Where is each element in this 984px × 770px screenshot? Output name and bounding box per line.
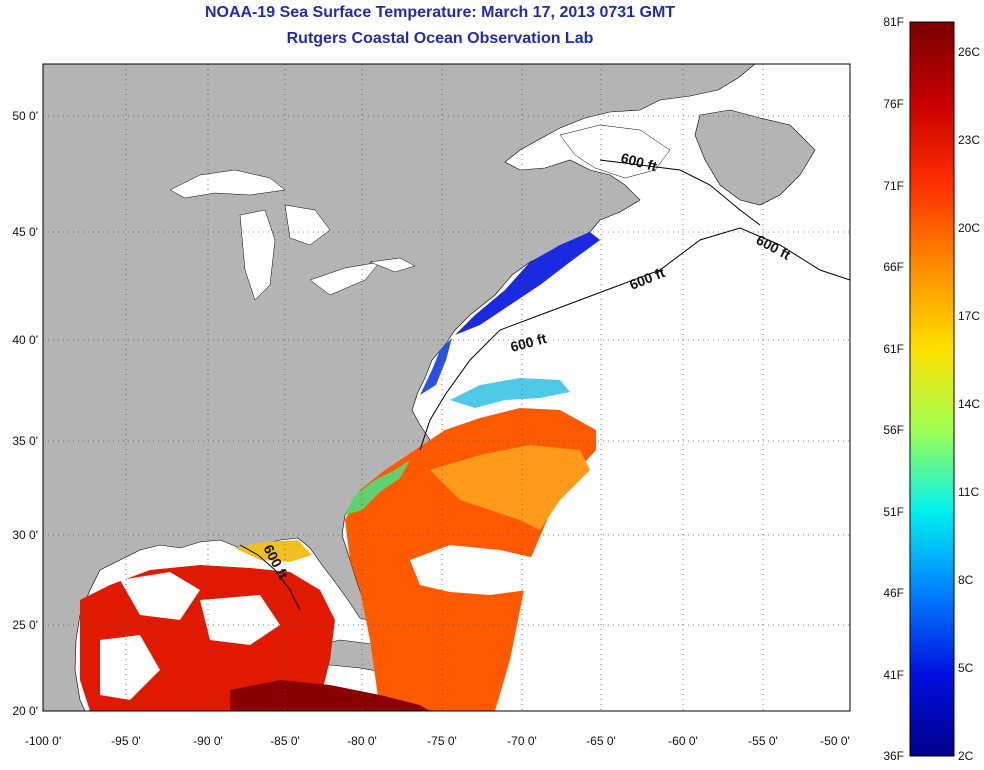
colorbar-c-label: 20C <box>958 221 980 235</box>
colorbar-c-label: 2C <box>958 749 974 763</box>
gulf-clouds-1 <box>120 572 200 620</box>
colorbar-f-label: 56F <box>883 423 904 437</box>
y-tick-label: 25 0' <box>12 618 38 632</box>
colorbar-fahrenheit-labels: 81F 76F 71F 66F 61F 56F 51F 46F 41F 36F <box>883 15 904 763</box>
colorbar-c-label: 11C <box>958 485 979 499</box>
colorbar-f-label: 81F <box>883 15 904 29</box>
newfoundland-land <box>694 109 816 206</box>
caribbean-dark <box>230 680 430 711</box>
colorbar-f-label: 46F <box>883 586 904 600</box>
colorbar: 81F 76F 71F 66F 61F 56F 51F 46F 41F 36F … <box>883 15 980 763</box>
colorbar-f-label: 71F <box>883 179 904 193</box>
x-tick-label: -85 0' <box>270 734 300 748</box>
x-tick-label: -75 0' <box>427 734 457 748</box>
x-tick-label: -95 0' <box>111 734 141 748</box>
northern-cyan <box>450 378 570 408</box>
colorbar-c-label: 23C <box>958 133 980 147</box>
great-lakes <box>169 169 416 301</box>
gulf-clouds-2 <box>200 595 280 645</box>
sst-overlay <box>80 232 600 711</box>
x-tick-label: -100 0' <box>25 734 61 748</box>
mid-atlantic-cold <box>420 338 452 395</box>
map-frame <box>42 63 851 712</box>
colorbar-f-label: 76F <box>883 97 904 111</box>
colorbar-f-label: 41F <box>883 668 904 682</box>
gulf-shelf-yellow <box>235 540 312 562</box>
y-tick-label: 40 0' <box>12 333 38 347</box>
y-tick-label: 30 0' <box>12 528 38 542</box>
x-tick-label: -90 0' <box>193 734 223 748</box>
y-tick-label: 35 0' <box>12 434 38 448</box>
sargasso-orange <box>430 445 590 530</box>
x-axis: -100 0' -95 0' -90 0' -85 0' -80 0' -75 … <box>25 734 850 748</box>
gulf-st-lawrence <box>559 124 671 179</box>
y-tick-label: 50 0' <box>12 109 38 123</box>
colorbar-f-label: 66F <box>883 260 904 274</box>
gulf-of-maine-cold <box>455 232 600 335</box>
x-tick-label: -50 0' <box>820 734 850 748</box>
map-subtitle: Rutgers Coastal Ocean Observation Lab <box>286 30 594 47</box>
map-title: NOAA-19 Sea Surface Temperature: March 1… <box>204 4 676 21</box>
colorbar-celsius-labels: 26C 23C 20C 17C 14C 11C 8C 5C 2C <box>958 45 980 763</box>
x-tick-label: -60 0' <box>668 734 698 748</box>
colorbar-c-label: 8C <box>958 573 974 587</box>
x-tick-label: -55 0' <box>748 734 778 748</box>
colorbar-f-label: 36F <box>883 749 904 763</box>
x-tick-label: -80 0' <box>347 734 377 748</box>
colorbar-c-label: 26C <box>958 45 980 59</box>
colorbar-c-label: 14C <box>958 397 980 411</box>
y-tick-label: 20 0' <box>12 704 38 718</box>
colorbar-f-label: 61F <box>883 342 904 356</box>
shelf-green <box>345 460 410 515</box>
land-mass <box>43 64 756 711</box>
x-tick-label: -65 0' <box>586 734 616 748</box>
cloud-gap <box>410 545 535 595</box>
colorbar-gradient <box>909 21 955 757</box>
y-axis: 50 0' 45 0' 40 0' 35 0' 30 0' 25 0' 20 0… <box>12 109 38 718</box>
colorbar-f-label: 51F <box>883 505 904 519</box>
x-tick-label: -70 0' <box>507 734 537 748</box>
map-plot-area <box>43 64 850 711</box>
colorbar-c-label: 5C <box>958 661 974 675</box>
depth-contour-600ft-north <box>599 159 761 226</box>
depth-contour-600ft-gulf <box>239 544 301 611</box>
y-tick-label: 45 0' <box>12 225 38 239</box>
gulf-clouds-3 <box>100 635 160 700</box>
colorbar-c-label: 17C <box>958 309 980 323</box>
depth-contour-600ft <box>419 227 850 451</box>
